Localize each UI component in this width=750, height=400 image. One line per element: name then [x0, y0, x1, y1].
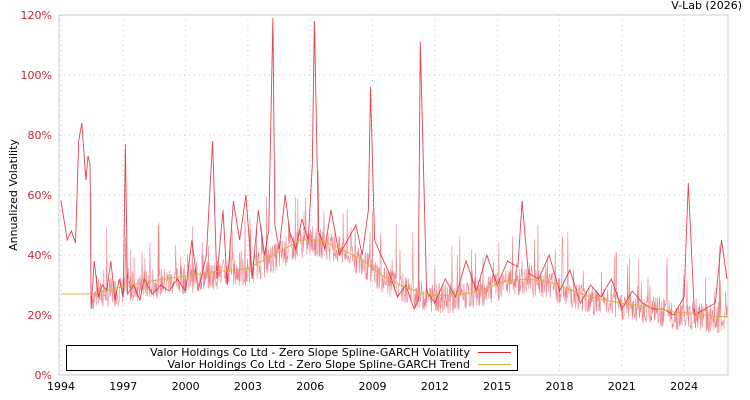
y-tick-label: 120% — [21, 9, 52, 22]
x-tick-label: 2000 — [172, 380, 200, 393]
credit-label: V-Lab (2026) — [671, 0, 742, 12]
y-tick-label: 60% — [28, 189, 52, 202]
x-tick-label: 2024 — [670, 380, 698, 393]
legend-item-volatility: Valor Holdings Co Ltd - Zero Slope Splin… — [150, 345, 511, 359]
y-axis-ticks: 0% 20% 40% 60% 80% 100% 120% — [21, 9, 52, 382]
legend-label-volatility: Valor Holdings Co Ltd - Zero Slope Splin… — [150, 345, 470, 359]
x-tick-label: 2003 — [234, 380, 262, 393]
y-tick-label: 80% — [28, 129, 52, 142]
chart-legend: Valor Holdings Co Ltd - Zero Slope Splin… — [66, 345, 518, 371]
chart-grid — [59, 14, 728, 376]
x-tick-label: 2018 — [545, 380, 573, 393]
y-tick-label: 0% — [35, 369, 52, 382]
x-tick-label: 1994 — [47, 380, 75, 393]
y-tick-label: 40% — [28, 249, 52, 262]
legend-item-trend: Valor Holdings Co Ltd - Zero Slope Splin… — [167, 357, 511, 371]
plot-frame — [58, 14, 729, 376]
trend-series-line — [61, 239, 727, 317]
volatility-series-detail — [91, 170, 728, 334]
x-tick-label: 1997 — [109, 380, 137, 393]
x-tick-label: 2009 — [359, 380, 387, 393]
y-axis-title: Annualized Volatility — [7, 139, 20, 251]
legend-swatch-volatility — [478, 351, 511, 353]
legend-swatch-trend — [478, 363, 511, 365]
y-tick-label: 100% — [21, 69, 52, 82]
volatility-series-line — [60, 17, 728, 316]
x-axis-ticks: 1994 1997 2000 2003 2006 2009 2012 2015 2018 2021… — [47, 380, 698, 393]
y-tick-label: 20% — [28, 309, 52, 322]
x-tick-label: 2015 — [483, 380, 511, 393]
legend-label-trend: Valor Holdings Co Ltd - Zero Slope Splin… — [167, 357, 471, 371]
x-tick-label: 2012 — [421, 380, 449, 393]
x-tick-label: 2006 — [296, 380, 324, 393]
x-tick-label: 2021 — [608, 380, 636, 393]
